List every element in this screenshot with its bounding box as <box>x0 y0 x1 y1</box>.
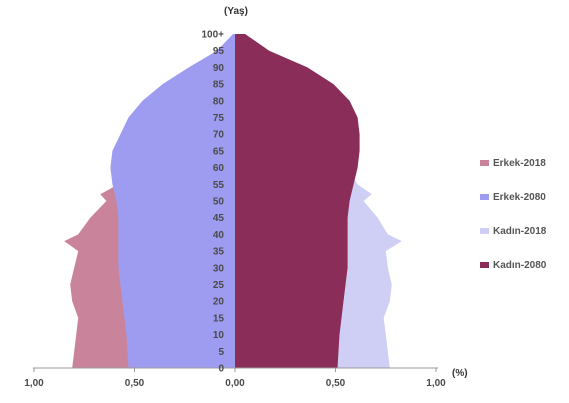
age-axis-ticks: 0 5 10 15 20 25 30 35 40 45 50 55 60 65 70 75 80 85 90 95 10… <box>201 30 224 375</box>
plot-area <box>64 34 402 368</box>
x-tick-label: 0,00 <box>225 378 245 389</box>
age-tick-label: 95 <box>213 46 225 57</box>
age-tick-label: 60 <box>213 163 225 174</box>
age-tick-label: 0 <box>218 364 224 375</box>
x-tick-label: 1,00 <box>24 378 44 389</box>
legend-label: Kadın-2080 <box>493 259 547 271</box>
age-tick-label: 20 <box>213 297 225 308</box>
series-kad-n-2080-area <box>235 34 360 368</box>
age-tick-label: 10 <box>213 330 225 341</box>
legend-item: Erkek-2080 <box>480 180 569 214</box>
age-tick-label: 25 <box>213 280 225 291</box>
age-tick-label: 75 <box>213 113 225 124</box>
legend-item: Kadın-2018 <box>480 214 569 248</box>
legend-swatch <box>480 194 489 200</box>
legend-label: Erkek-2080 <box>493 191 546 203</box>
legend-swatch <box>480 262 489 268</box>
series-erkek-2080-area <box>110 34 235 368</box>
x-tick-label: 0,50 <box>125 378 145 389</box>
age-tick-label: 45 <box>213 213 225 224</box>
legend-item: Erkek-2018 <box>480 146 569 180</box>
age-tick-label: 55 <box>213 180 225 191</box>
x-axis-ticks: 1,00 0,50 0,00 0,50 1,00 <box>24 368 446 389</box>
legend-label: Kadın-2018 <box>493 225 547 237</box>
x-tick-label: 1,00 <box>426 378 446 389</box>
age-tick-label: 35 <box>213 247 225 258</box>
age-tick-label: 30 <box>213 263 225 274</box>
age-tick-label: 40 <box>213 230 225 241</box>
age-tick-label: 65 <box>213 146 225 157</box>
x-tick-label: 0,50 <box>326 378 346 389</box>
age-tick-label: 85 <box>213 80 225 91</box>
x-axis-unit: (%) <box>452 368 468 379</box>
legend: Erkek-2018 Erkek-2080 Kadın-2018 Kadın-2080 <box>480 146 569 282</box>
y-axis-title: (Yaş) <box>224 6 248 17</box>
age-tick-label: 100+ <box>201 30 224 41</box>
age-tick-label: 80 <box>213 96 225 107</box>
age-tick-label: 50 <box>213 197 225 208</box>
age-tick-label: 90 <box>213 63 225 74</box>
legend-swatch <box>480 228 489 234</box>
age-tick-label: 15 <box>213 313 225 324</box>
legend-swatch <box>480 160 489 166</box>
legend-item: Kadın-2080 <box>480 248 569 282</box>
age-tick-label: 70 <box>213 130 225 141</box>
age-tick-label: 5 <box>218 347 224 358</box>
legend-label: Erkek-2018 <box>493 157 546 169</box>
